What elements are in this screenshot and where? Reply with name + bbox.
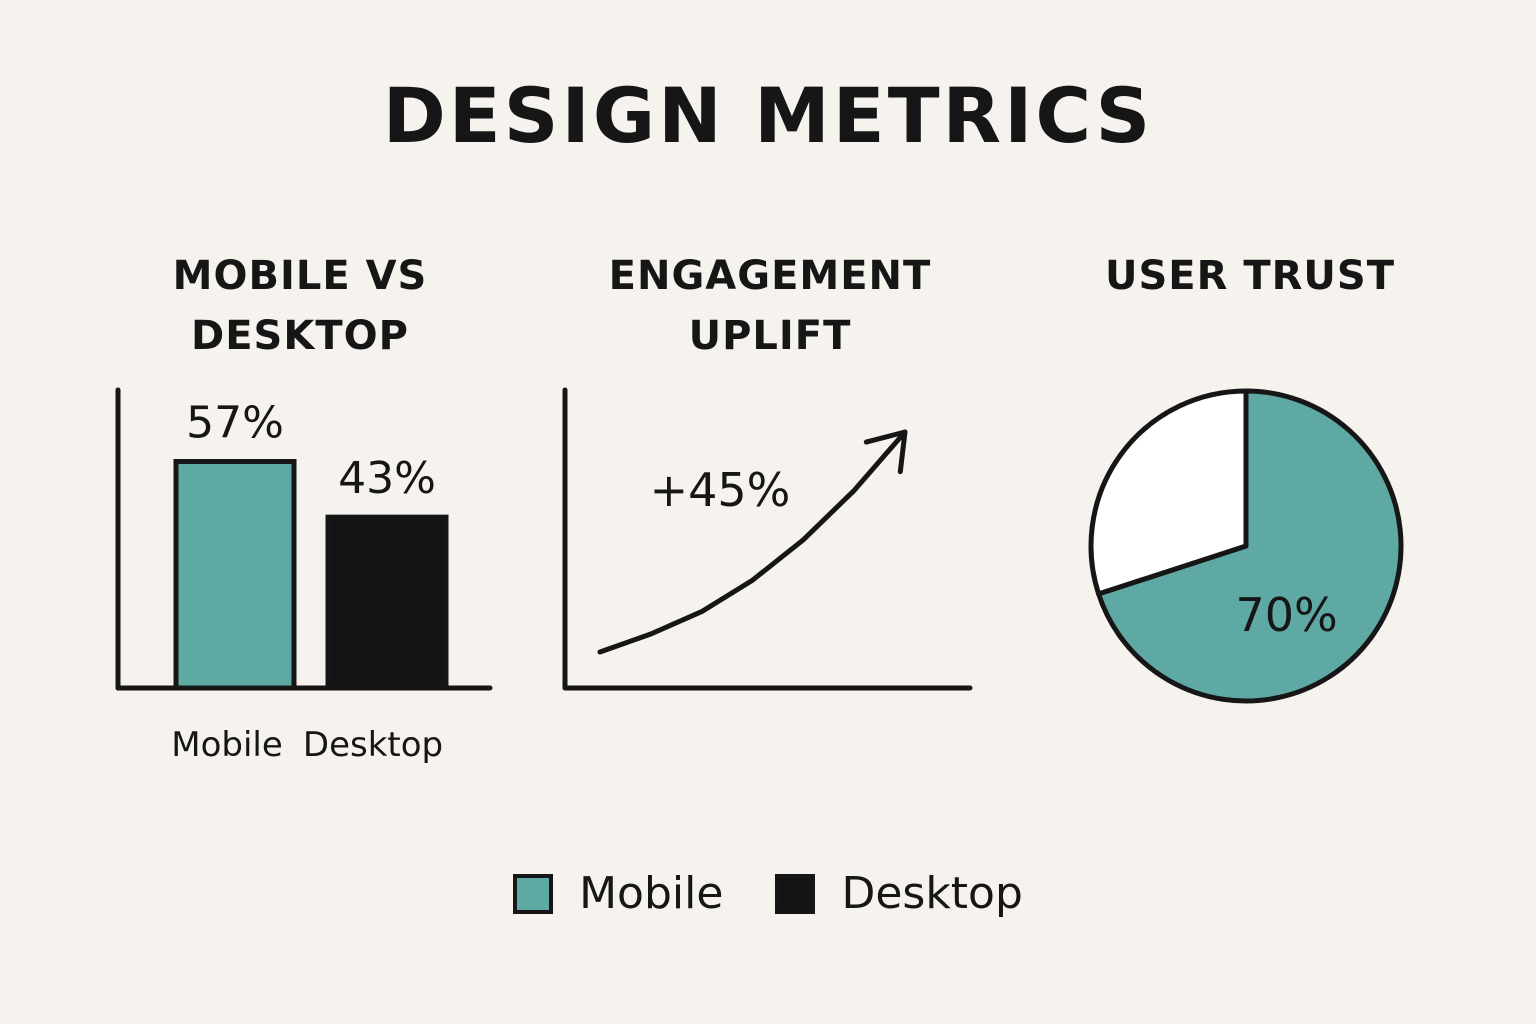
legend: Mobile Desktop (0, 872, 1536, 916)
bar-chart-title: MOBILE VS DESKTOP (120, 246, 480, 366)
line-chart-title-line-1: ENGAGEMENT (608, 253, 932, 299)
bar-desktop (325, 514, 449, 691)
legend-item-mobile: Mobile (513, 872, 723, 916)
line-chart-title: ENGAGEMENT UPLIFT (560, 246, 980, 366)
pie-slice-label-1: 70% (1235, 588, 1337, 642)
pie-slice-2 (1088, 388, 1249, 597)
line-arrowhead (863, 429, 908, 475)
bar-chart: 57% Mobile 43% Desktop (115, 387, 493, 765)
bar-category-label-mobile: Mobile (171, 725, 283, 765)
page-title: DESIGN METRICS (382, 71, 1154, 160)
bar-category-label-desktop: Desktop (303, 725, 443, 765)
legend-label-mobile: Mobile (579, 868, 724, 919)
pie-chart: 70% (1088, 388, 1404, 704)
line-chart-title-line-2: UPLIFT (688, 313, 852, 359)
pie-chart-title-line-1: USER TRUST (1105, 253, 1395, 299)
legend-label-desktop: Desktop (841, 868, 1023, 919)
legend-swatch-mobile (513, 874, 554, 914)
pie-slice-1 (1096, 388, 1404, 704)
pie-chart-title: USER TRUST (1060, 246, 1440, 306)
bar-chart-title-line-1: MOBILE VS (172, 253, 428, 299)
bar-mobile (173, 459, 297, 691)
line-series (597, 429, 908, 655)
legend-item-desktop: Desktop (775, 868, 1023, 919)
bar-value-label-mobile: 57% (186, 398, 284, 449)
legend-swatch-desktop (775, 874, 816, 914)
bar-value-label-desktop: 43% (338, 453, 436, 504)
line-annotation: +45% (650, 463, 791, 517)
line-chart: +45% (562, 387, 973, 691)
bar-chart-title-line-2: DESKTOP (191, 313, 409, 359)
